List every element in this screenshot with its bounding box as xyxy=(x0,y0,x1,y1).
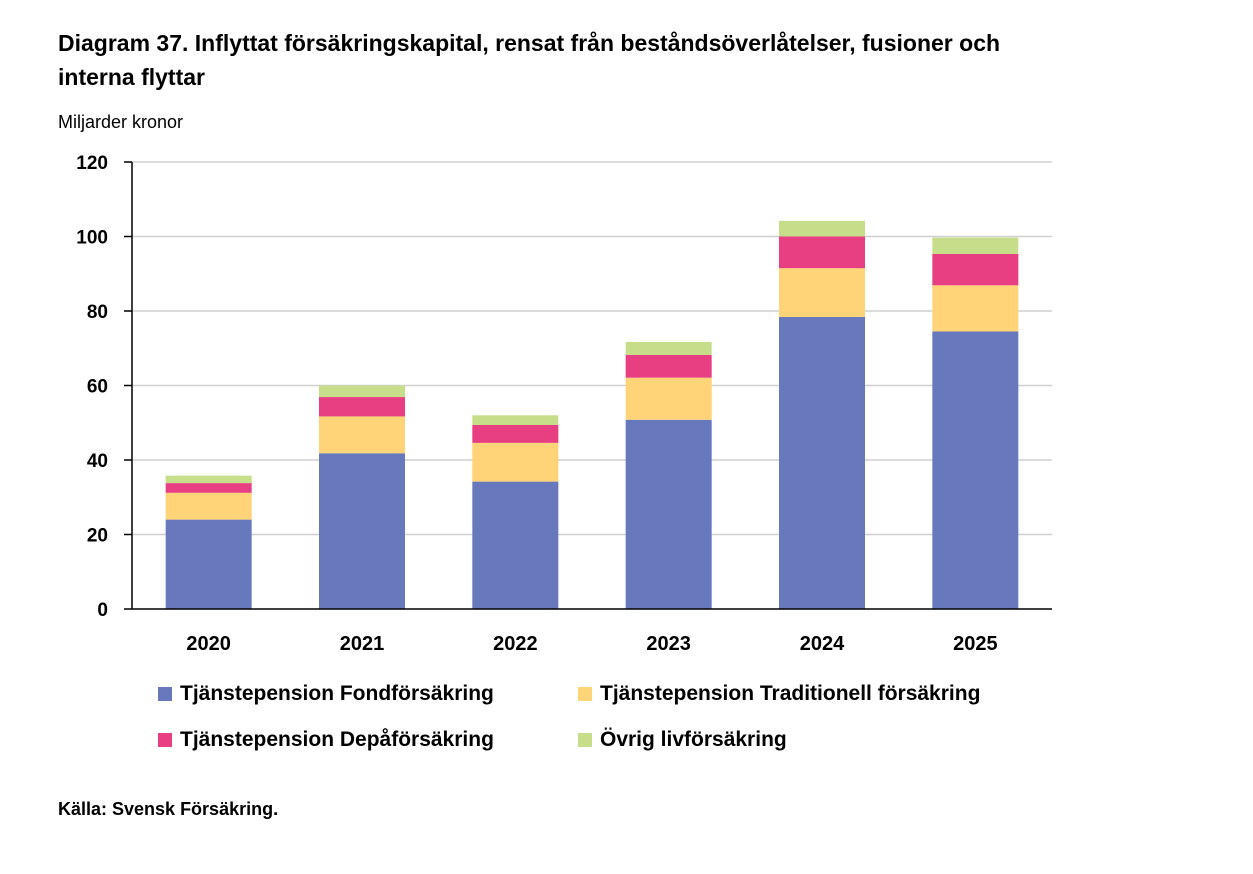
bar-segment-4-2023 xyxy=(625,341,712,355)
y-tick-label: 60 xyxy=(87,377,108,398)
bar-segment-1-2020 xyxy=(165,519,252,609)
chart-title: Diagram 37. Inflyttat försäkringskapital… xyxy=(58,30,1001,90)
y-tick-label: 40 xyxy=(87,451,108,472)
bar-segment-4-2020 xyxy=(165,475,252,484)
legend-label: Tjänstepension Fondförsäkring xyxy=(180,682,494,705)
bar-segment-2-2024 xyxy=(779,268,865,317)
bar-segment-4-2021 xyxy=(319,385,405,398)
bars xyxy=(165,220,1019,609)
legend-label: Tjänstepension Traditionell försäkring xyxy=(600,682,981,705)
bar-segment-4-2024 xyxy=(779,220,865,237)
bar-segment-3-2020 xyxy=(165,483,252,493)
bar-segment-3-2023 xyxy=(625,354,712,378)
legend-label: Övrig livförsäkring xyxy=(600,728,787,751)
x-tick-label: 2020 xyxy=(186,633,231,655)
bar-segment-2-2025 xyxy=(932,285,1019,332)
bar-segment-2-2023 xyxy=(625,377,712,420)
bar-segment-2-2022 xyxy=(472,442,559,482)
y-axis-unit-label: Miljarder kronor xyxy=(58,112,184,132)
bar-segment-1-2023 xyxy=(625,419,712,609)
x-tick-label: 2023 xyxy=(646,633,691,655)
bar-segment-2-2021 xyxy=(319,416,405,454)
bar-segment-1-2021 xyxy=(319,453,405,609)
legend-swatch xyxy=(578,687,592,701)
y-tick-label: 80 xyxy=(87,302,108,323)
x-tick-labels: 2020 2021 2022 2023 2024 2025 xyxy=(186,633,997,655)
bar-segment-1-2025 xyxy=(932,331,1019,609)
legend-swatch xyxy=(158,687,172,701)
legend-item-ovrig: Övrig livförsäkring xyxy=(578,728,787,752)
bar-segment-4-2025 xyxy=(932,237,1019,255)
x-tick-label: 2025 xyxy=(953,633,998,655)
bar-segment-3-2024 xyxy=(779,236,865,269)
bar-segment-3-2021 xyxy=(319,397,405,417)
legend-label: Tjänstepension Depåförsäkring xyxy=(180,728,494,751)
bar-segment-1-2022 xyxy=(472,481,559,609)
y-tick-labels: 0 20 40 60 80 100 120 xyxy=(76,153,108,621)
bar-segment-2-2020 xyxy=(165,492,252,520)
x-tick-label: 2021 xyxy=(340,633,385,655)
legend-item-fondforsakring: Tjänstepension Fondförsäkring xyxy=(158,682,494,706)
legend-swatch xyxy=(578,733,592,747)
source-note: Källa: Svensk Försäkring. xyxy=(58,799,279,819)
y-tick-label: 20 xyxy=(87,526,108,547)
y-tick-label: 0 xyxy=(97,600,108,621)
bar-segment-3-2025 xyxy=(932,254,1019,286)
legend-item-depaforsakring: Tjänstepension Depåförsäkring xyxy=(158,728,494,752)
bar-segment-1-2024 xyxy=(779,316,865,609)
legend-item-traditionell: Tjänstepension Traditionell försäkring xyxy=(578,682,980,706)
y-tick-label: 100 xyxy=(76,228,108,249)
bar-segment-4-2022 xyxy=(472,415,559,425)
stacked-bar-chart: 0 20 40 60 80 100 120 2020 2021 2022 2023 2024 2025 xyxy=(76,153,1052,655)
y-tick-label: 120 xyxy=(76,153,108,174)
x-tick-label: 2022 xyxy=(493,633,538,655)
legend-swatch xyxy=(158,733,172,747)
x-tick-label: 2024 xyxy=(800,633,845,655)
gridlines xyxy=(132,161,1052,536)
bar-segment-3-2022 xyxy=(472,424,559,443)
axes xyxy=(124,161,1052,610)
